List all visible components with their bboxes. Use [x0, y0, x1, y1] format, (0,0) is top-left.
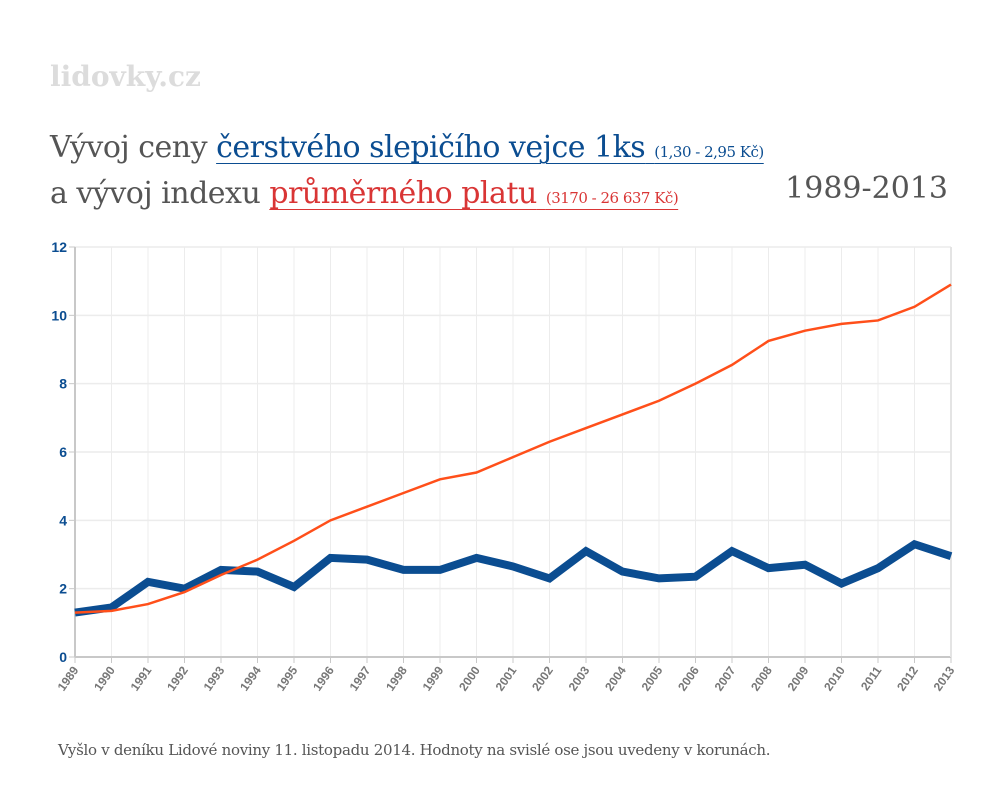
x-tick-label: 1997: [347, 663, 374, 693]
egg-series-title: čerstvého slepičího vejce 1ks (1,30 - 2,…: [216, 130, 764, 165]
x-tick-label: 1994: [237, 663, 264, 693]
y-tick-label: 6: [59, 444, 67, 460]
y-tick-label: 12: [51, 239, 67, 255]
y-tick-label: 2: [59, 581, 67, 597]
x-tick-label: 2010: [821, 663, 848, 693]
salary-series-label: průměrného platu: [269, 176, 537, 211]
y-axis-ticks: 0 2 4 6 8 10 12: [51, 239, 75, 665]
y-tick-label: 10: [51, 307, 67, 323]
year-range: 1989-2013: [785, 171, 948, 206]
x-tick-label: 1990: [91, 663, 118, 693]
title-line-2: a vývoj indexu průměrného platu (3170 - …: [50, 173, 960, 219]
x-tick-label: 2009: [785, 663, 812, 693]
title-prefix-1: Vývoj ceny: [50, 130, 217, 165]
x-tick-label: 2004: [602, 663, 629, 693]
x-axis-ticks: 1989 1990 1991 1992 1993 1994 1995 1996 1997 1998…: [55, 657, 958, 694]
x-tick-label: 1993: [201, 663, 228, 693]
footer-note: Vyšlo v deníku Lidové noviny 11. listopa…: [58, 741, 771, 759]
x-tick-label: 2001: [493, 663, 520, 693]
salary-series-title: průměrného platu (3170 - 26 637 Kč): [269, 176, 678, 211]
grid: [74, 246, 952, 658]
logo: lidovky.cz: [50, 60, 201, 93]
y-tick-label: 0: [59, 649, 67, 665]
x-tick-label: 2002: [529, 663, 556, 693]
x-tick-label: 2008: [748, 663, 775, 693]
x-tick-label: 1989: [55, 663, 82, 693]
chart-title: Vývoj ceny čerstvého slepičího vejce 1ks…: [50, 127, 960, 219]
x-tick-label: 2005: [639, 663, 666, 693]
x-tick-label: 1999: [420, 663, 447, 693]
x-tick-label: 2003: [566, 663, 593, 693]
title-prefix-2: a vývoj indexu: [50, 176, 270, 211]
x-tick-label: 1992: [164, 663, 191, 693]
x-tick-label: 1996: [310, 663, 337, 693]
x-tick-label: 1995: [274, 663, 301, 693]
x-tick-label: 2007: [712, 663, 739, 693]
title-line-1: Vývoj ceny čerstvého slepičího vejce 1ks…: [50, 127, 960, 173]
egg-series-label: čerstvého slepičího vejce 1ks: [216, 130, 646, 165]
x-tick-label: 1998: [383, 663, 410, 693]
x-tick-label: 1991: [128, 663, 155, 693]
egg-range: (1,30 - 2,95 Kč): [654, 143, 764, 161]
x-tick-label: 2012: [894, 663, 921, 693]
y-tick-label: 4: [59, 512, 67, 528]
series-lines: [74, 283, 953, 617]
x-tick-label: 2006: [675, 663, 702, 693]
salary-range: (3170 - 26 637 Kč): [545, 189, 679, 207]
x-tick-label: 2011: [858, 663, 885, 693]
x-tick-label: 2013: [931, 663, 958, 693]
x-tick-label: 2000: [456, 663, 483, 693]
y-tick-label: 8: [59, 376, 67, 392]
